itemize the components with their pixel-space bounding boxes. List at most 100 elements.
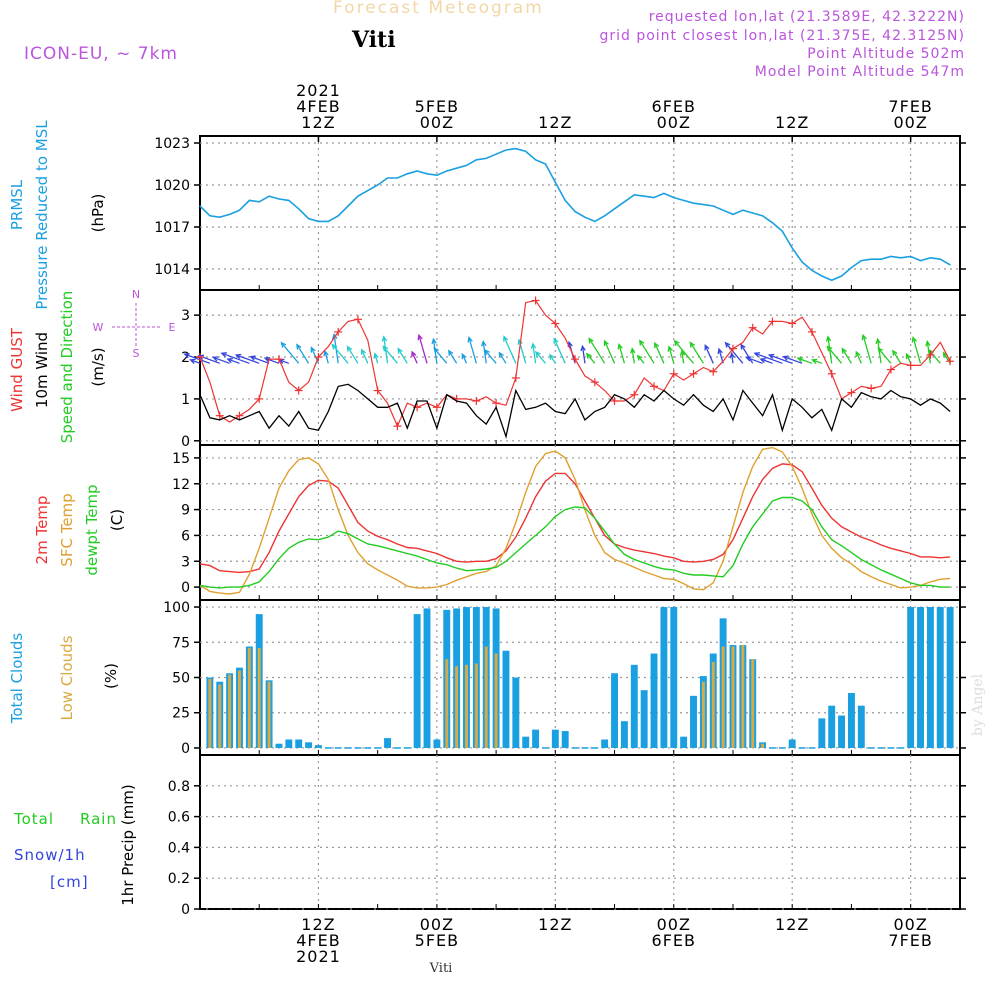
low-cloud-bar xyxy=(445,659,449,748)
wind-direction-arrow xyxy=(503,336,517,364)
wind-arrow-head xyxy=(220,352,227,358)
wind-arrow-head xyxy=(346,345,353,352)
wind-arrow-head xyxy=(630,347,636,354)
total-cloud-bar xyxy=(828,705,836,748)
wind-arrow-head xyxy=(875,337,881,345)
wind-arrow-head xyxy=(411,350,417,358)
y-tick-label: 100 xyxy=(163,600,190,616)
wind-arrow-head xyxy=(530,342,537,349)
wind-direction-arrow xyxy=(928,349,941,364)
wind-direction-arrow xyxy=(433,347,448,364)
wind-direction-arrow xyxy=(877,347,892,364)
model-point-altitude: Model Point Altitude 547m xyxy=(754,64,965,80)
pressure-point xyxy=(307,218,310,220)
wind-direction-arrow xyxy=(448,350,458,364)
wind-arrow-head xyxy=(382,345,389,352)
pressure-point xyxy=(485,157,487,159)
total-cloud-bar xyxy=(502,650,510,748)
wind-arrow-head xyxy=(517,338,523,345)
wind-direction-arrow xyxy=(631,348,635,364)
time-label-top: 00Z xyxy=(657,113,691,132)
low-cloud-bar xyxy=(218,684,222,748)
wind-arrow-head xyxy=(448,349,454,356)
time-label-top: 12Z xyxy=(775,113,809,132)
wind-arrow-head xyxy=(617,343,623,350)
pressure-point xyxy=(248,199,250,201)
wind-arrow-head xyxy=(433,347,439,354)
snow-label: Snow/1h xyxy=(14,846,86,864)
low-cloud-bar xyxy=(257,647,261,748)
pressure-point xyxy=(446,170,448,172)
wind-arrow-head xyxy=(249,355,256,361)
total-cloud-bar xyxy=(295,739,303,748)
pressure-point xyxy=(929,257,931,259)
wind-arrow-head xyxy=(826,345,833,352)
wind-arrow-head xyxy=(724,341,731,348)
wind-arrow-head xyxy=(796,357,804,363)
wind-arrow-head xyxy=(588,337,594,344)
wind-direction-arrow xyxy=(746,356,763,364)
low-cloud-bar xyxy=(228,674,232,748)
wind-arrow-head xyxy=(892,349,898,356)
wind-direction-arrow xyxy=(535,351,546,364)
y-tick-label: 2 xyxy=(181,350,190,366)
wind-arrow-head xyxy=(740,343,746,350)
snow-unit-label: [cm] xyxy=(50,873,89,891)
wind-arrow-head xyxy=(855,350,861,358)
sfc-temp-line xyxy=(199,446,951,595)
wind-direction-arrow xyxy=(812,359,823,364)
wind-arrow-head xyxy=(197,354,205,360)
wind-arrow-head xyxy=(825,335,832,342)
time-label-bottom: 4FEB xyxy=(296,931,340,950)
pressure-point xyxy=(653,197,655,199)
wind-direction-arrow xyxy=(581,346,586,364)
pressure-point xyxy=(910,255,912,257)
wind-direction-arrow xyxy=(190,359,201,364)
total-cloud-bar xyxy=(522,736,530,748)
pressure-point xyxy=(377,184,379,186)
y-tick-label: 9 xyxy=(181,503,190,519)
wind-arrow-head xyxy=(331,332,338,340)
watermark: by Angel xyxy=(970,673,986,736)
y-tick-label: 0 xyxy=(181,902,190,918)
wind-direction-arrow xyxy=(637,355,645,364)
wind-arrow-head xyxy=(585,352,592,359)
total-cloud-bar xyxy=(640,690,648,748)
low-cloud-bar xyxy=(711,662,715,748)
wind-direction-arrow xyxy=(324,351,329,364)
pressure-point xyxy=(791,247,793,249)
pressure-point xyxy=(534,159,537,161)
wind-arrow-head xyxy=(717,347,723,355)
y-tick-label: 0.4 xyxy=(168,840,190,856)
pressure-point xyxy=(298,208,300,210)
wind-arrow-head xyxy=(925,340,931,347)
wind-direction-arrow xyxy=(397,348,408,364)
temp-2m-axis-title: 2m Temp xyxy=(33,496,51,565)
pressure-point xyxy=(594,220,596,222)
pressure-axis-unit: (hPa) xyxy=(89,194,107,233)
low-cloud-bar xyxy=(238,670,241,748)
wind-arrow-head xyxy=(534,350,541,357)
wind-arrow-head xyxy=(480,340,487,347)
pressure-point xyxy=(811,269,813,271)
time-label-top: 00Z xyxy=(893,113,927,132)
wind-direction-arrow xyxy=(725,342,744,364)
wind-arrow-head xyxy=(877,347,884,354)
pressure-point xyxy=(890,255,892,257)
pressure-point xyxy=(367,190,369,192)
requested-coordinates: requested lon,lat (21.3589E, 42.3222N) xyxy=(648,9,965,25)
wind-arrow-head xyxy=(331,343,338,350)
wind-arrow-head xyxy=(744,356,752,362)
wind-direction-arrow xyxy=(549,354,556,364)
total-cloud-bar xyxy=(384,738,391,748)
pressure-point xyxy=(406,173,408,175)
wind-direction-arrow xyxy=(484,349,497,364)
wind-direction-arrow xyxy=(730,353,734,364)
pressure-point xyxy=(900,257,902,259)
wind-direction-arrow xyxy=(754,352,783,364)
pressure-point xyxy=(732,213,734,215)
low-cloud-bar xyxy=(267,681,271,748)
time-label-top: 7FEB xyxy=(888,97,932,116)
total-cloud-bar xyxy=(926,607,934,748)
